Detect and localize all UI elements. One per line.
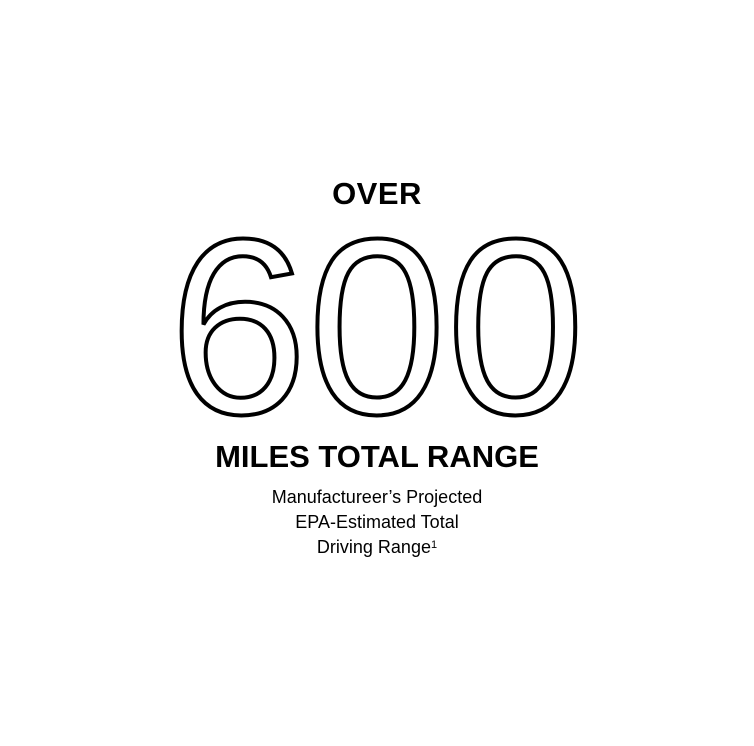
- big-figure-text: 600: [169, 187, 585, 466]
- big-figure: 600: [167, 185, 587, 468]
- footnote-marker: 1: [430, 539, 438, 551]
- caption: Manufactureer’s Projected EPA-Estimated …: [0, 485, 754, 560]
- caption-line-1: Manufactureer’s Projected: [271, 487, 483, 507]
- eyebrow-text: OVER: [332, 176, 422, 211]
- caption-line-3: Driving Range1: [0, 535, 754, 560]
- headline-text: MILES TOTAL RANGE: [215, 439, 539, 474]
- caption-line-3-text: Driving Range: [316, 537, 431, 557]
- caption-line-2: EPA-Estimated Total: [295, 512, 459, 532]
